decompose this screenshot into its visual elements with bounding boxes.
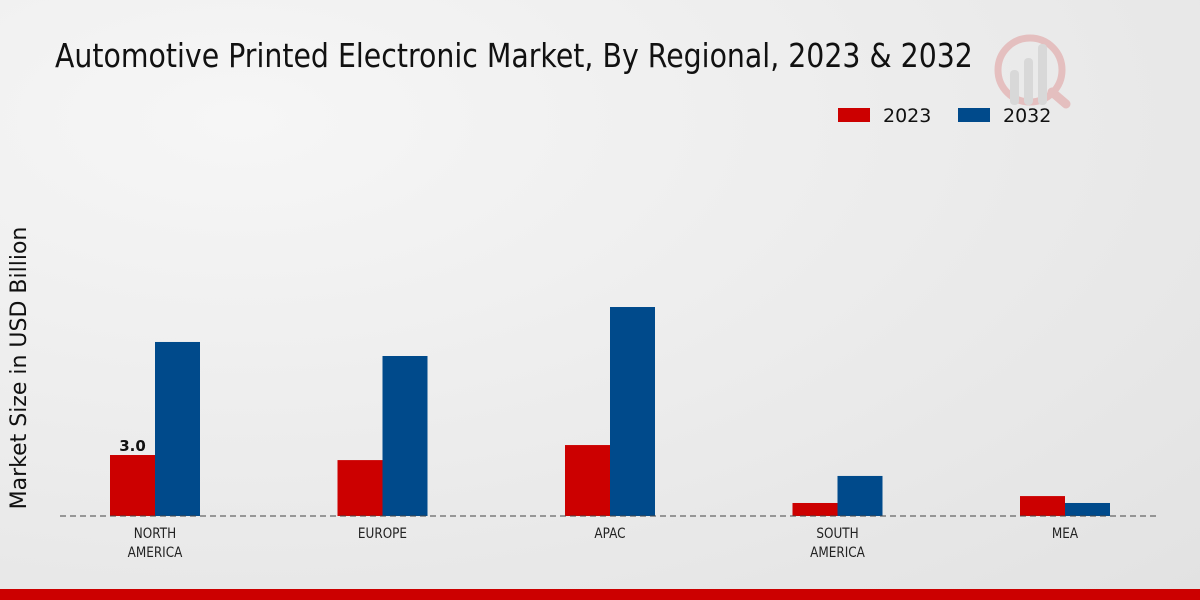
watermark-logo <box>994 34 1071 109</box>
x-tick-label: MEA <box>1052 526 1078 542</box>
data-label: 3.0 <box>119 437 146 455</box>
bar-2032-2 <box>610 307 655 516</box>
x-tick-label: NORTH AMERICA <box>128 526 183 561</box>
x-tick-label: SOUTH AMERICA <box>810 526 865 561</box>
legend-label-2023: 2023 <box>883 105 931 127</box>
legend-label-2032: 2032 <box>1003 105 1051 127</box>
legend-swatch-2023 <box>838 108 870 122</box>
bar-2032-4 <box>1065 502 1110 516</box>
bar-2032-0 <box>155 341 200 516</box>
bar-2023-4 <box>1020 496 1065 516</box>
chart-title: Automotive Printed Electronic Market, By… <box>55 36 973 75</box>
bar-2023-2 <box>565 445 610 516</box>
x-tick-label: APAC <box>594 526 625 542</box>
bar-2023-1 <box>337 460 383 516</box>
bar-2032-1 <box>382 356 428 516</box>
y-axis-label: Market Size in USD Billion <box>7 227 32 510</box>
bar-2023-0 <box>110 455 155 516</box>
x-tick-label: EUROPE <box>358 526 407 542</box>
footer-bar <box>0 589 1200 600</box>
bar-2032-3 <box>837 475 883 516</box>
bar-2023-3 <box>792 502 838 516</box>
legend-swatch-2032 <box>958 108 990 122</box>
legend: 2023 2032 <box>838 105 1051 127</box>
